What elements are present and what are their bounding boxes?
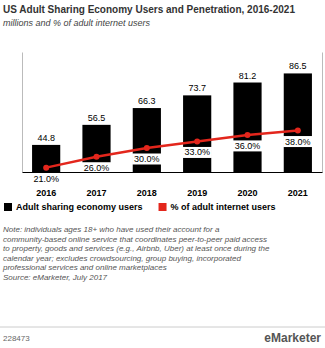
y-axis [22,53,23,173]
bar [233,83,261,172]
note: Note: individuals ages 18+ who have used… [2,225,270,282]
title: US Adult Sharing Economy Users and Penet… [3,4,295,15]
x-tick-label: 2019 [187,188,207,198]
note-line: Note: individuals ages 18+ who have used… [3,225,220,234]
label-background [283,136,313,147]
line-label-group: 33.0% [182,147,212,158]
chart-svg: US Adult Sharing Economy Users and Penet… [0,0,325,348]
line-marker [194,138,200,144]
x-axis: 2016 2017 2018 2019 2020 2021 [23,172,323,198]
x-tick-label: 2017 [86,188,106,198]
bar [183,95,211,172]
note-line: calendar year; excludes crowdsourcing, g… [3,254,241,263]
line-label: 33.0% [184,147,210,157]
x-tick-label: 2021 [288,188,308,198]
x-axis-line [23,172,323,173]
source: Source: eMarketer, July 2017 [3,273,108,282]
chart-container: US Adult Sharing Economy Users and Penet… [0,0,325,348]
data-labels: 44.8 56.5 66.3 73.7 81.2 86.5 21.0% 26.0% 30.0% 3… [31,61,312,184]
line-marker [93,154,99,160]
bar [82,125,110,172]
x-tick: 2020 [237,172,257,198]
line-marker [144,145,150,151]
bar-label: 81.2 [239,71,257,81]
subtitle: millions and % of adult internet users [3,18,151,28]
y2-axis [322,53,323,173]
bar [133,108,161,172]
footer-rule [0,327,325,328]
bar-label: 86.5 [289,61,307,71]
note-line: to property, goods and services (e.g., A… [3,244,270,253]
y2-axis-line [322,53,323,173]
label-background [182,147,212,158]
line-label-group: 36.0% [233,140,263,151]
line-label: 36.0% [235,141,261,151]
line-label: 26.0% [84,163,110,173]
x-tick-label: 2020 [237,188,257,198]
x-tick-label: 2016 [36,188,56,198]
brand: eMarketer [264,331,321,345]
line-label: 30.0% [134,154,160,164]
line-label-group: 30.0% [132,154,162,165]
bar-label: 44.8 [37,133,55,143]
label-background [233,140,263,151]
plot-marks [32,73,312,172]
legend-label: % of adult internet users [171,202,276,212]
chart-id: 228473 [3,334,30,343]
bar [284,73,312,172]
x-tick: 2021 [288,172,308,198]
legend-swatch [4,203,12,211]
bar-label: 66.3 [138,96,156,106]
legend: Adult sharing economy users % of adult in… [4,202,276,212]
bar-label: 56.5 [88,113,106,123]
note-line: community-based online service that coor… [3,235,267,244]
x-tick: 2019 [187,172,207,198]
legend-entry: % of adult internet users [159,202,276,212]
label-background [132,154,162,165]
legend-swatch [159,203,167,211]
line-label: 38.0% [285,137,311,147]
line-label-group: 21.0% [31,173,61,184]
note-line: professional services and online marketp… [2,263,167,272]
y-axis-line [22,53,23,173]
line-marker [295,128,301,134]
legend-label: Adult sharing economy users [16,202,143,212]
x-tick: 2016 [36,172,56,198]
label-background [82,162,112,173]
bar-label: 73.7 [188,83,206,93]
line-marker [43,165,49,171]
line-label: 21.0% [33,174,59,184]
bar [32,145,60,172]
line-marker [245,132,251,138]
line-label-group: 38.0% [283,136,313,147]
label-background [31,173,61,184]
x-tick: 2017 [86,172,106,198]
x-tick: 2018 [137,172,157,198]
legend-entry: Adult sharing economy users [4,202,143,212]
line-label-group: 26.0% [82,162,112,173]
x-tick-label: 2018 [137,188,157,198]
